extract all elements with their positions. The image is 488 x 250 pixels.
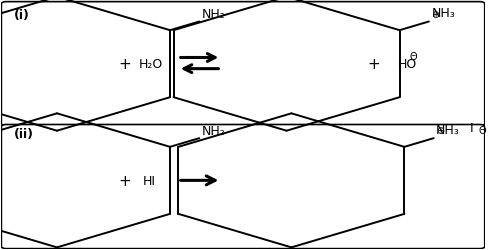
FancyBboxPatch shape (1, 2, 484, 126)
Text: NH₂: NH₂ (202, 8, 225, 21)
Text: (ii): (ii) (14, 128, 33, 140)
Text: HI: HI (142, 174, 155, 187)
Text: NH₃: NH₃ (430, 7, 454, 20)
Text: Θ: Θ (478, 126, 485, 136)
Text: I: I (469, 122, 473, 134)
Text: ⊕: ⊕ (435, 126, 444, 136)
Text: Θ: Θ (409, 52, 417, 62)
Text: (i): (i) (14, 9, 29, 22)
Text: H₂O: H₂O (139, 58, 163, 71)
Text: NH₃: NH₃ (435, 123, 459, 136)
Text: NH₂: NH₂ (202, 124, 225, 137)
Text: ⊕: ⊕ (430, 10, 439, 20)
Text: HO: HO (397, 58, 416, 71)
Text: +: + (118, 57, 131, 72)
Text: +: + (366, 57, 379, 72)
FancyBboxPatch shape (1, 125, 484, 248)
Text: +: + (118, 173, 131, 188)
